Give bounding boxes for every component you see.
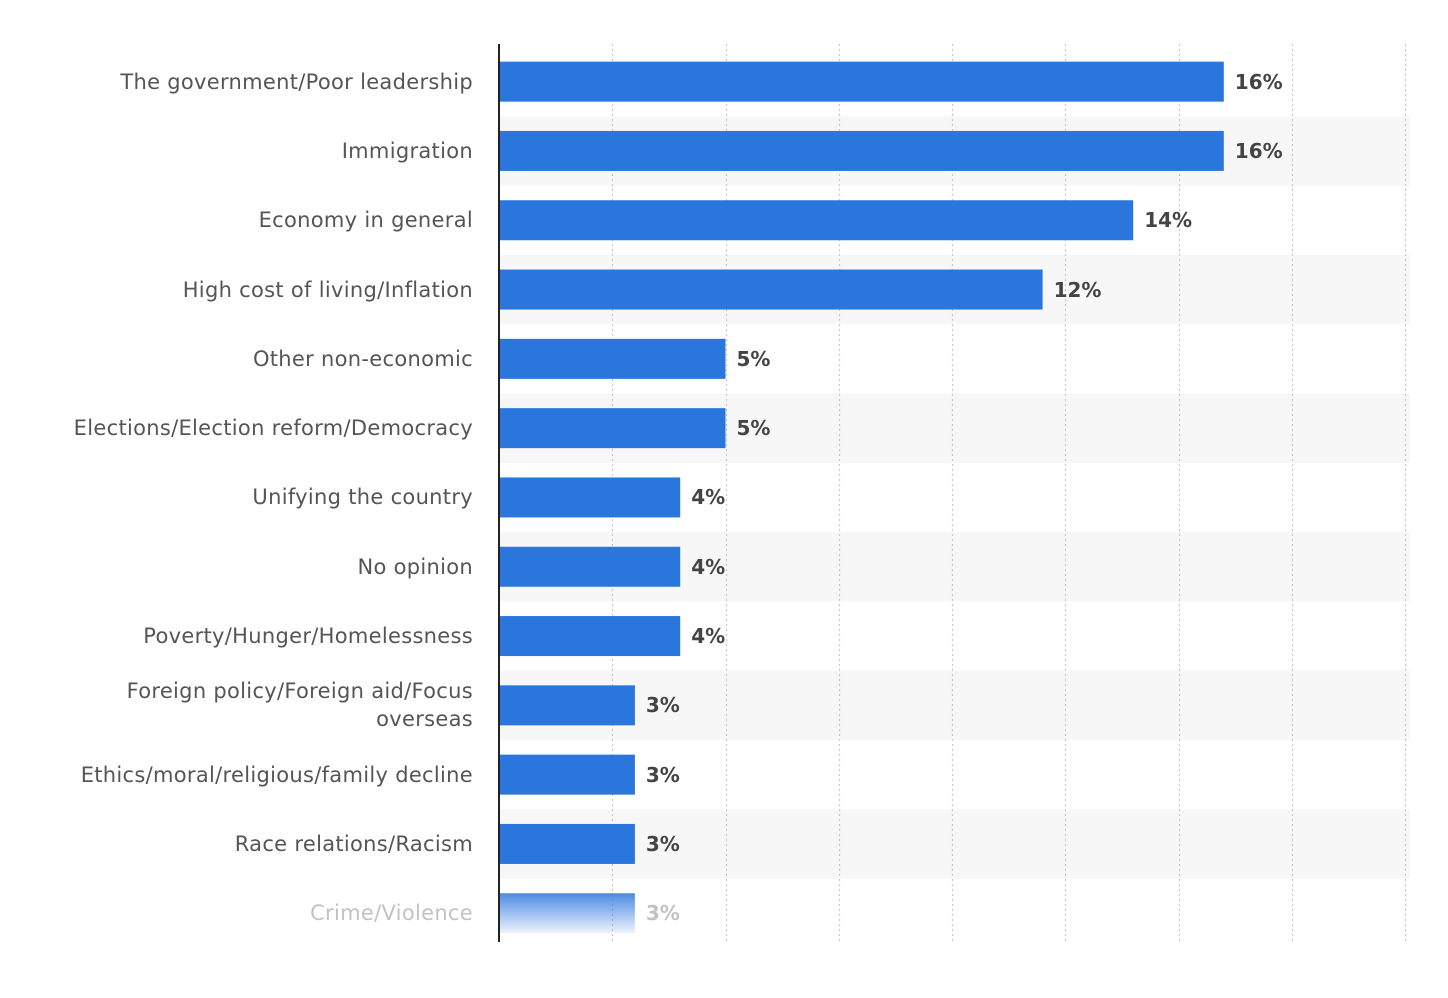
row-band	[499, 809, 1410, 879]
bar	[499, 477, 681, 518]
value-label: 5%	[736, 416, 771, 441]
value-label: 3%	[645, 693, 680, 718]
bar	[499, 200, 1134, 241]
value-label: 4%	[691, 624, 726, 649]
bar	[499, 408, 726, 449]
bar	[499, 823, 635, 864]
category-label: Unifying the country	[252, 485, 473, 510]
category-label: Immigration	[341, 138, 473, 163]
category-label: Foreign policy/Foreign aid/Focus oversea…	[126, 679, 473, 732]
bar	[499, 61, 1224, 102]
bar	[499, 338, 726, 379]
value-label: 3%	[645, 831, 680, 856]
bar	[499, 893, 635, 934]
category-label: The government/Poor leadership	[120, 69, 473, 94]
value-label: 12%	[1053, 277, 1102, 302]
bar	[499, 269, 1043, 310]
value-label: 16%	[1234, 69, 1283, 94]
row-band	[499, 670, 1410, 740]
bar	[499, 616, 681, 657]
category-label: No opinion	[357, 554, 473, 579]
value-label: 3%	[645, 762, 680, 787]
value-label: 4%	[691, 485, 726, 510]
bar	[499, 685, 635, 726]
category-label: High cost of living/Inflation	[182, 277, 473, 302]
bar	[499, 130, 1224, 171]
value-label: 3%	[645, 901, 680, 926]
value-label: 14%	[1144, 208, 1193, 233]
value-label: 5%	[736, 346, 771, 371]
category-label: Elections/Election reform/Democracy	[73, 416, 473, 441]
category-label: Crime/Violence	[310, 901, 473, 926]
bar	[499, 546, 681, 587]
category-label: Ethics/moral/religious/family decline	[80, 762, 473, 787]
bar	[499, 754, 635, 795]
category-label: Economy in general	[258, 208, 473, 233]
value-label: 16%	[1234, 138, 1283, 163]
value-label: 4%	[691, 554, 726, 579]
category-label: Race relations/Racism	[234, 831, 473, 856]
category-label: Poverty/Hunger/Homelessness	[143, 624, 473, 649]
category-label: Other non-economic	[252, 346, 473, 371]
